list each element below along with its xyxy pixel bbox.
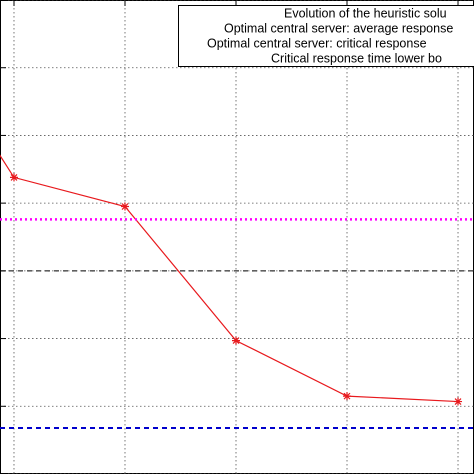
point-marker [343,392,352,401]
marks [0,154,474,429]
point-marker [120,202,129,211]
legend-label: Optimal central server: critical respons… [207,36,427,50]
legend-label: Optimal central server: average response [224,21,453,35]
point-marker [454,397,463,406]
legend-label: Evolution of the heuristic solu [284,6,447,20]
point-marker [232,336,241,345]
legend-label: Critical response time lower bo [271,51,442,65]
legend-box [178,5,474,67]
series-line [0,154,459,403]
point-marker [9,173,18,182]
